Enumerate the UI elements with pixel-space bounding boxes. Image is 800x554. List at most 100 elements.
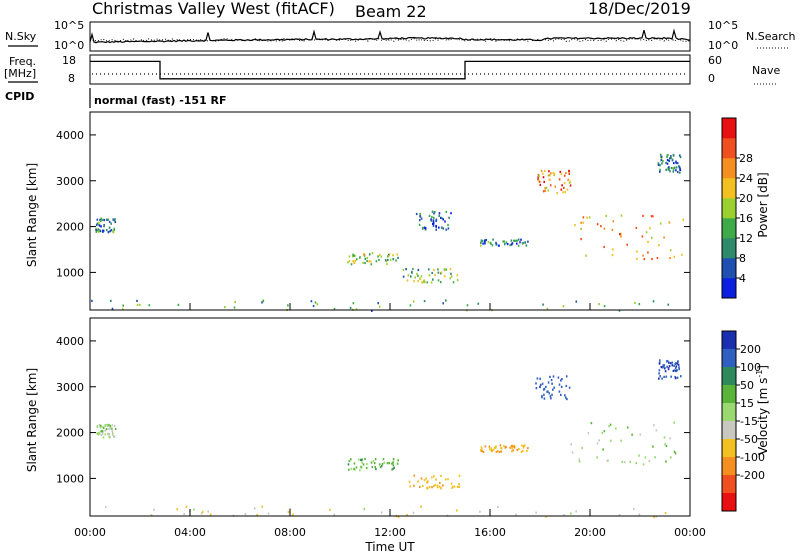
echo-cell — [518, 447, 520, 451]
echo-cell — [100, 217, 102, 220]
date-title: 18/Dec/2019 — [588, 0, 691, 18]
echo-cell — [544, 189, 547, 192]
echo-cell — [392, 258, 394, 261]
echo-cell — [665, 460, 667, 463]
nsky-tick-top-left: 10^5 — [54, 19, 84, 32]
echo-cell — [636, 257, 638, 260]
echo-cell — [425, 477, 427, 480]
echo-cell — [101, 432, 104, 435]
echo-cell — [673, 162, 675, 165]
echo-cell — [480, 446, 483, 449]
echo-cell — [620, 232, 622, 235]
echo-cell — [111, 433, 114, 436]
echo-cell — [108, 433, 111, 436]
echo-cell — [547, 390, 549, 393]
echo-cell — [104, 424, 107, 427]
velocity-colorbar-label: Velocity [m s-1] — [755, 365, 770, 455]
echo-cell — [435, 225, 437, 228]
echo-cell — [261, 301, 263, 304]
echo-cell — [626, 243, 628, 246]
echo-cell — [674, 377, 677, 380]
echo-cell — [499, 444, 502, 447]
echo-cell — [105, 505, 107, 509]
nave-label: Nave — [752, 64, 780, 77]
echo-cell — [378, 305, 381, 308]
echo-cell — [537, 178, 539, 181]
nsky-tick-top-right: 10^5 — [708, 19, 738, 32]
echo-cell — [671, 361, 674, 364]
echo-cell — [665, 168, 667, 171]
echo-cell — [610, 439, 612, 442]
echo-cell — [289, 507, 291, 510]
echo-cell — [375, 260, 378, 263]
echo-cell — [261, 505, 263, 508]
echo-cell — [539, 383, 542, 386]
echo-cell — [675, 166, 678, 169]
colorbar-swatch — [722, 367, 736, 386]
echo-cell — [676, 362, 679, 365]
echo-cell — [352, 253, 354, 256]
echo-cell — [603, 227, 606, 230]
echo-cell — [412, 511, 415, 514]
echo-cell — [444, 220, 446, 223]
echo-cell — [413, 484, 415, 487]
echo-cell — [426, 486, 428, 489]
echo-cell — [563, 182, 566, 185]
echo-cell — [113, 219, 116, 222]
echo-cell — [503, 444, 505, 448]
echo-cell — [564, 394, 566, 397]
echo-cell — [561, 184, 563, 187]
colorbar-tick-label: 200 — [740, 343, 761, 356]
nave-tick-bottom: 0 — [708, 72, 715, 85]
echo-cell — [432, 219, 435, 222]
echo-cell — [663, 364, 666, 367]
echo-cell — [664, 511, 667, 515]
echo-cell — [659, 153, 662, 156]
echo-cell — [673, 364, 675, 367]
echo-cell — [382, 458, 385, 461]
echo-cell — [447, 227, 450, 230]
echo-cell — [364, 257, 367, 260]
echo-cell — [517, 238, 520, 241]
echo-cell — [430, 219, 433, 222]
echo-cell — [371, 465, 374, 469]
echo-cell — [602, 448, 604, 451]
echo-cell — [435, 478, 437, 481]
echo-cell — [450, 212, 452, 215]
echo-cell — [377, 255, 379, 258]
echo-cell — [244, 513, 247, 516]
echo-cell — [652, 445, 654, 448]
power-ylabel: Slant Range [km] — [25, 163, 39, 267]
echo-cell — [553, 172, 556, 176]
echo-cell — [562, 191, 564, 194]
echo-cell — [453, 485, 456, 488]
colorbar-tick-label: -200 — [740, 469, 765, 482]
echo-cell — [439, 481, 441, 484]
echo-cell — [506, 243, 509, 246]
echo-region-8 — [657, 153, 682, 174]
echo-cell — [659, 164, 661, 167]
echo-cell — [347, 261, 349, 264]
echo-cell — [421, 484, 424, 488]
echo-cell — [502, 240, 504, 243]
echo-cell — [663, 375, 665, 378]
echo-cell — [611, 254, 614, 257]
echo-cell — [433, 212, 435, 215]
echo-cell — [519, 241, 521, 244]
echo-cell — [443, 275, 446, 278]
echo-cell — [566, 398, 568, 401]
echo-region-5 — [535, 375, 571, 401]
echo-cell — [480, 239, 483, 242]
echo-cell — [352, 255, 354, 258]
echo-cell — [557, 376, 560, 379]
echo-cell — [612, 220, 615, 223]
echo-cell — [670, 155, 672, 158]
echo-cell — [678, 368, 680, 371]
echo-cell — [386, 262, 388, 265]
echo-cell — [565, 396, 567, 399]
echo-cell — [563, 514, 565, 517]
echo-cell — [546, 307, 549, 310]
echo-cell — [381, 463, 384, 466]
echo-cell — [563, 174, 566, 177]
echo-cell — [652, 300, 655, 303]
